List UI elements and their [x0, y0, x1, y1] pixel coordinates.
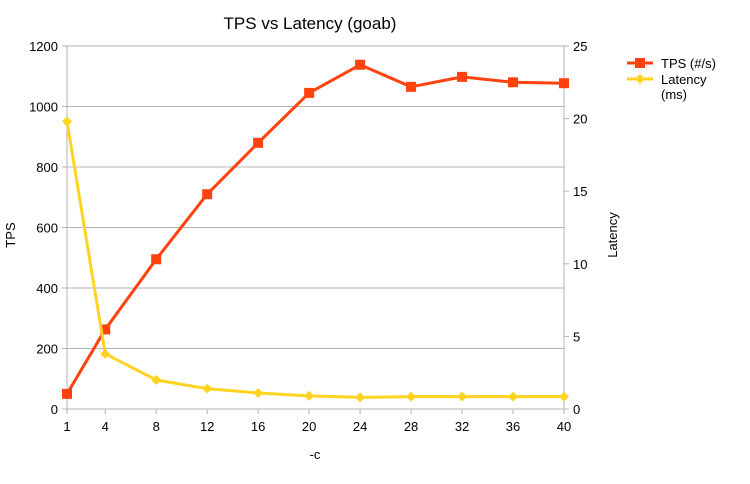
point-latency-16 — [253, 388, 264, 399]
y-tick-label-800: 800 — [36, 160, 58, 175]
x-tick-label-28: 28 — [404, 419, 418, 434]
x-tick-label-1: 1 — [63, 419, 70, 434]
x-tick-label-24: 24 — [353, 419, 367, 434]
y-tick-label-200: 200 — [36, 342, 58, 357]
y-tick-label-1200: 1200 — [29, 39, 58, 54]
x-tick-label-32: 32 — [455, 419, 469, 434]
legend: TPS (#/s)Latency(ms) — [627, 56, 716, 102]
point-latency-24 — [355, 392, 366, 403]
legend-label-tps: TPS (#/s) — [661, 56, 716, 71]
point-tps-20 — [304, 87, 315, 98]
point-latency-1 — [62, 116, 72, 127]
y2-tick-label-5: 5 — [573, 329, 580, 344]
point-latency-12 — [202, 383, 213, 394]
x-tick-label-4: 4 — [102, 419, 109, 434]
gridlines — [67, 45, 564, 349]
y-tick-label-0: 0 — [51, 402, 58, 417]
point-latency-4 — [100, 348, 111, 359]
y2-tick-label-15: 15 — [573, 184, 587, 199]
point-latency-36 — [508, 391, 519, 402]
series-line-latency — [65, 121, 564, 399]
y-tick-label-400: 400 — [36, 281, 58, 296]
x-axis-ticks: 1 4 8 12 16 20 24 28 32 36 40 — [63, 409, 571, 434]
series-line-tps — [65, 63, 565, 395]
point-tps-36 — [508, 77, 519, 88]
legend-label-latency: Latency — [661, 72, 707, 87]
point-tps-16 — [253, 137, 264, 148]
y-tick-label-600: 600 — [36, 221, 58, 236]
x-axis-label: -c — [310, 447, 321, 462]
x-tick-label-20: 20 — [302, 419, 316, 434]
point-latency-32 — [457, 391, 468, 402]
y2-tick-label-10: 10 — [573, 257, 587, 272]
legend-label-latency-1: (ms) — [661, 87, 687, 102]
y2-tick-label-20: 20 — [573, 112, 587, 127]
legend-marker-tps — [635, 58, 645, 68]
y-tick-label-1000: 1000 — [29, 100, 58, 115]
point-tps-4 — [100, 324, 111, 335]
point-tps-8 — [151, 254, 162, 265]
y2-axis-label: Latency — [605, 212, 620, 258]
x-tick-label-12: 12 — [200, 419, 214, 434]
x-tick-label-16: 16 — [251, 419, 265, 434]
point-tps-24 — [355, 59, 366, 70]
x-tick-label-8: 8 — [153, 419, 160, 434]
point-tps-1 — [62, 388, 72, 399]
point-tps-32 — [457, 71, 468, 82]
point-latency-20 — [304, 390, 315, 401]
y-axis-label: TPS — [3, 222, 18, 248]
y2-axis-ticks: 0 5 10 15 20 25 — [564, 39, 587, 417]
point-tps-12 — [202, 189, 213, 200]
y2-tick-label-25: 25 — [573, 39, 587, 54]
legend-marker-latency — [635, 74, 645, 84]
x-tick-label-40: 40 — [557, 419, 571, 434]
series-group — [62, 59, 569, 403]
point-tps-40 — [559, 78, 569, 89]
y2-tick-label-0: 0 — [573, 402, 580, 417]
x-tick-label-36: 36 — [506, 419, 520, 434]
point-latency-40 — [559, 391, 569, 402]
point-tps-28 — [406, 81, 417, 92]
point-latency-28 — [406, 391, 417, 402]
point-latency-8 — [151, 374, 162, 385]
chart-title: TPS vs Latency (goab) — [224, 14, 397, 33]
y-axis-ticks: 0 200 400 600 800 1000 1200 — [29, 39, 67, 417]
